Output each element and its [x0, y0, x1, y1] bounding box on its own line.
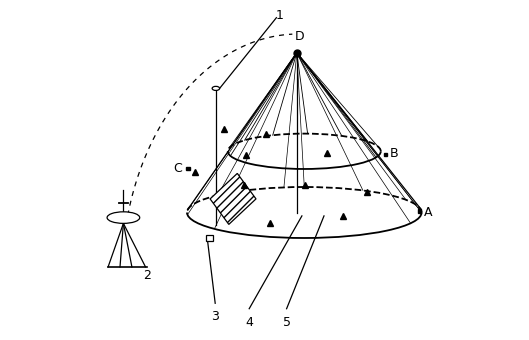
Text: C: C: [174, 162, 182, 175]
Text: 1: 1: [276, 9, 284, 22]
Text: A: A: [424, 206, 432, 219]
Text: 5: 5: [282, 316, 290, 329]
Ellipse shape: [212, 86, 220, 90]
Text: 4: 4: [245, 316, 253, 329]
Ellipse shape: [107, 212, 140, 223]
Bar: [384, 153, 387, 156]
Bar: [417, 209, 421, 212]
Text: B: B: [390, 147, 398, 160]
Bar: [206, 235, 213, 241]
Bar: [186, 167, 190, 170]
Text: D: D: [294, 30, 304, 43]
Text: 2: 2: [143, 269, 151, 282]
Text: 3: 3: [211, 310, 219, 323]
Polygon shape: [210, 173, 256, 224]
